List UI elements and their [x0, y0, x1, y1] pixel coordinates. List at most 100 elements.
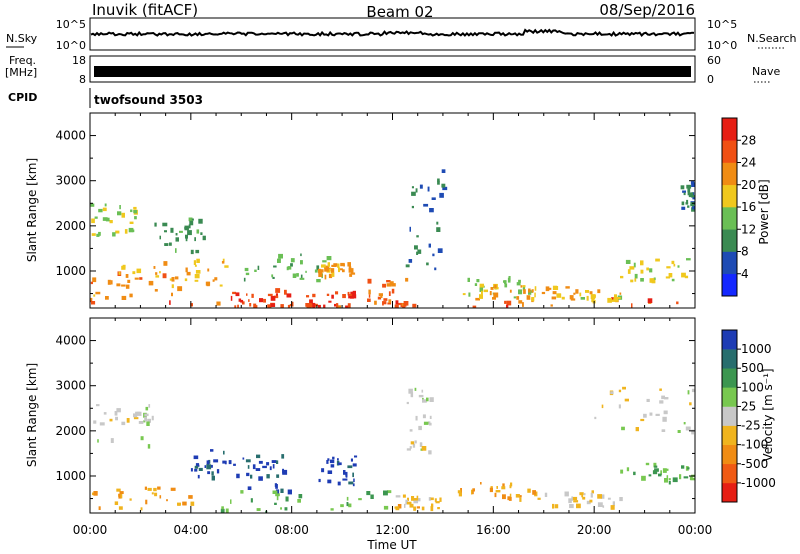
- scatter-cell: [643, 413, 647, 418]
- scatter-cell: [619, 497, 623, 502]
- scatter-cell: [194, 274, 200, 279]
- scatter-cell: [687, 390, 690, 395]
- scatter-cell: [462, 293, 466, 296]
- scatter-cell: [508, 496, 512, 501]
- scatter-cell: [494, 492, 497, 498]
- scatter-cell: [132, 271, 136, 275]
- scatter-cell: [90, 281, 93, 285]
- scatter-cell: [128, 227, 134, 233]
- scatter-cell: [195, 270, 201, 274]
- scatter-cell: [151, 415, 154, 421]
- scatter-cell: [402, 494, 406, 498]
- scatter-cell: [429, 208, 434, 213]
- y-tick-label: 1000: [55, 264, 86, 278]
- scatter-cell: [421, 446, 427, 451]
- scatter-cell: [194, 455, 197, 458]
- scatter-cell: [421, 389, 424, 393]
- scatter-cell: [614, 297, 619, 302]
- scatter-cell: [591, 490, 594, 494]
- scatter-cell: [177, 502, 181, 506]
- scatter-cell: [633, 471, 636, 476]
- colorbar-tick-label: 1000: [741, 342, 772, 356]
- scatter-cell: [274, 502, 277, 505]
- scatter-cell: [259, 298, 264, 303]
- scatter-cell: [509, 493, 512, 498]
- scatter-cell: [640, 278, 644, 282]
- scatter-cell: [169, 278, 172, 281]
- scatter-cell: [629, 266, 635, 270]
- scatter-cell: [348, 503, 352, 508]
- scatter-cell: [348, 268, 354, 273]
- scatter-cell: [270, 303, 276, 307]
- scatter-cell: [118, 493, 122, 499]
- scatter-cell: [645, 462, 650, 466]
- scatter-cell: [116, 408, 121, 413]
- scatter-cell: [236, 473, 240, 479]
- colorbar-segment: [722, 444, 737, 465]
- scatter-cell: [328, 273, 333, 279]
- scatter-cell: [397, 504, 402, 509]
- scatter-cell: [275, 484, 278, 489]
- scatter-cell: [688, 192, 694, 198]
- scatter-cell: [430, 506, 434, 512]
- scatter-cell: [570, 298, 576, 301]
- scatter-cell: [144, 413, 149, 417]
- scatter-cell: [569, 295, 574, 300]
- scatter-cell: [534, 286, 537, 291]
- scatter-cell: [624, 398, 629, 402]
- scatter-cell: [140, 436, 144, 441]
- scatter-cell: [597, 289, 601, 294]
- scatter-cell: [162, 222, 168, 227]
- scatter-cell: [116, 488, 121, 492]
- scatter-cell: [386, 280, 391, 283]
- scatter-cell: [504, 283, 508, 288]
- scatter-cell: [256, 508, 261, 511]
- scatter-cell: [253, 303, 257, 308]
- scatter-cell: [206, 281, 210, 287]
- scatter-cell: [281, 454, 285, 459]
- scatter-cell: [518, 279, 521, 283]
- scatter-cell: [619, 292, 622, 295]
- scatter-cell: [506, 304, 509, 308]
- scatter-cell: [219, 284, 223, 287]
- scatter-cell: [526, 295, 531, 300]
- scatter-cell: [210, 449, 214, 452]
- scatter-cell: [337, 462, 342, 466]
- scatter-cell: [419, 184, 423, 189]
- scatter-cell: [104, 203, 107, 207]
- scatter-cell: [225, 508, 229, 513]
- scatter-cell: [139, 277, 143, 280]
- scatter-cell: [135, 411, 141, 416]
- scatter-cell: [318, 478, 321, 483]
- scatter-cell: [119, 491, 124, 494]
- scatter-cell: [492, 297, 496, 300]
- scatter-cell: [314, 269, 318, 273]
- scatter-cell: [382, 301, 387, 305]
- scatter-cell: [640, 269, 644, 274]
- scatter-cell: [573, 292, 576, 295]
- scatter-cell: [502, 483, 505, 487]
- scatter-cell: [262, 465, 267, 469]
- scatter-cell: [414, 440, 417, 444]
- scatter-cell: [97, 439, 99, 443]
- scatter-cell: [472, 491, 474, 495]
- colorbar-tick-label: 28: [741, 133, 756, 147]
- scatter-cell: [223, 450, 225, 455]
- scatter-cell: [327, 458, 330, 461]
- scatter-cell: [501, 486, 506, 490]
- scatter-cell: [95, 291, 101, 295]
- scatter-cell: [691, 429, 694, 435]
- scatter-cell: [621, 426, 625, 431]
- colorbar-segment: [722, 368, 737, 388]
- colorbar-tick-label: -100: [741, 438, 768, 452]
- scatter-cell: [479, 287, 484, 292]
- scatter-cell: [171, 292, 173, 297]
- colorbar-segment: [722, 425, 737, 445]
- scatter-cell: [414, 245, 418, 250]
- scatter-cell: [652, 470, 658, 475]
- scatter-cell: [342, 269, 345, 273]
- scatter-cell: [258, 476, 263, 481]
- colorbar-tick-label: 8: [741, 245, 749, 259]
- scatter-cell: [387, 490, 392, 494]
- velocity-panel: 1000 2000 3000 4000 Slant Range [km]: [25, 317, 696, 514]
